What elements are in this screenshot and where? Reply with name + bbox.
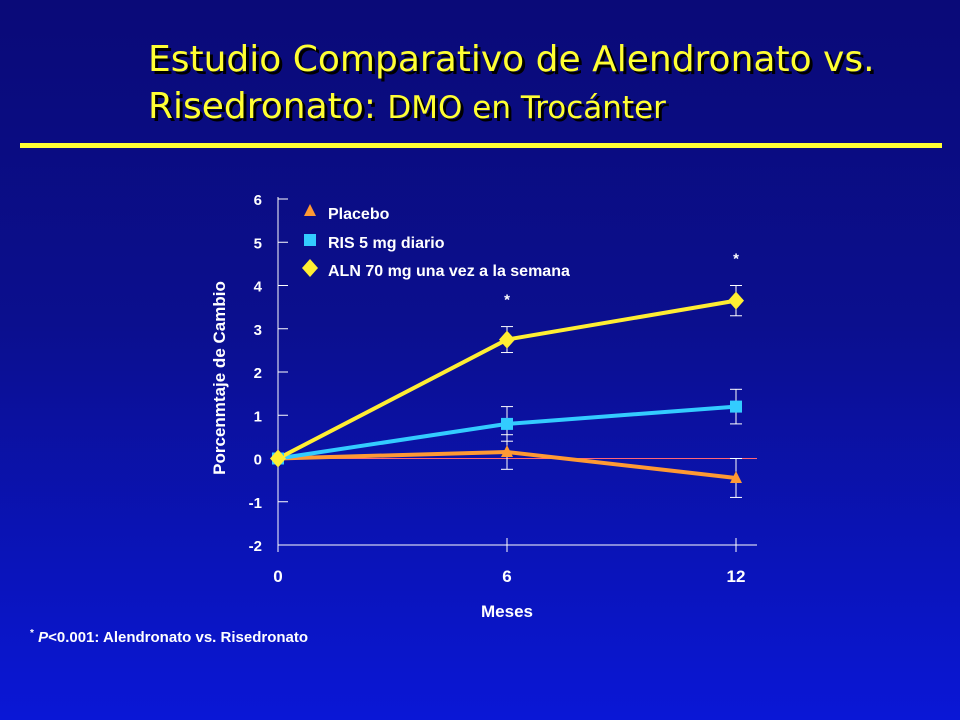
legend-label-0: Placebo bbox=[328, 206, 390, 223]
footnote-mark: * bbox=[30, 628, 34, 639]
y-tick-label: 1 bbox=[254, 408, 262, 425]
data-point-2 bbox=[270, 449, 286, 468]
data-point-1 bbox=[730, 400, 742, 413]
data-point-2 bbox=[499, 330, 515, 349]
y-tick-label: -1 bbox=[249, 495, 262, 512]
data-point-1 bbox=[501, 417, 513, 430]
x-tick-label: 6 bbox=[502, 567, 511, 586]
legend-marker-1 bbox=[304, 234, 316, 246]
x-axis-title: Meses bbox=[481, 602, 533, 621]
y-tick-label: 5 bbox=[254, 235, 262, 252]
legend-label-1: RIS 5 mg diario bbox=[328, 235, 445, 252]
footnote-p: P bbox=[38, 629, 49, 646]
y-tick-label: 2 bbox=[254, 365, 262, 382]
legend-marker-2 bbox=[302, 259, 318, 277]
y-tick-label: 4 bbox=[254, 279, 263, 296]
data-point-0 bbox=[730, 470, 742, 483]
significance-mark: * bbox=[733, 251, 739, 268]
footnote-text: <0.001: Alendronato vs. Risedronato bbox=[48, 629, 309, 646]
legend-marker-0 bbox=[304, 204, 316, 216]
data-point-2 bbox=[728, 291, 744, 310]
x-tick-label: 12 bbox=[727, 567, 746, 586]
title-line-1: Estudio Comparativo de Alendronato vs. bbox=[148, 39, 875, 80]
footnote: * P<0.001: Alendronato vs. Risedronato bbox=[30, 628, 308, 646]
y-tick-label: 0 bbox=[254, 452, 262, 469]
y-tick-label: 6 bbox=[254, 192, 262, 209]
title-line-2: Risedronato: DMO en Trocánter bbox=[148, 83, 928, 132]
y-tick-label: 3 bbox=[254, 322, 262, 339]
title-divider bbox=[20, 143, 942, 148]
legend-label-2: ALN 70 mg una vez a la semana bbox=[328, 263, 570, 280]
significance-mark: * bbox=[504, 292, 510, 309]
y-axis-title: Porcenmtaje de Cambio bbox=[210, 281, 229, 475]
x-tick-label: 0 bbox=[273, 567, 282, 586]
slide-title: Estudio Comparativo de Alendronato vs. R… bbox=[148, 36, 928, 132]
y-tick-label: -2 bbox=[249, 538, 262, 555]
data-point-0 bbox=[501, 445, 513, 458]
title-line-2-main: Risedronato: bbox=[148, 86, 376, 127]
title-line-2-sub: DMO en Trocánter bbox=[387, 90, 666, 126]
